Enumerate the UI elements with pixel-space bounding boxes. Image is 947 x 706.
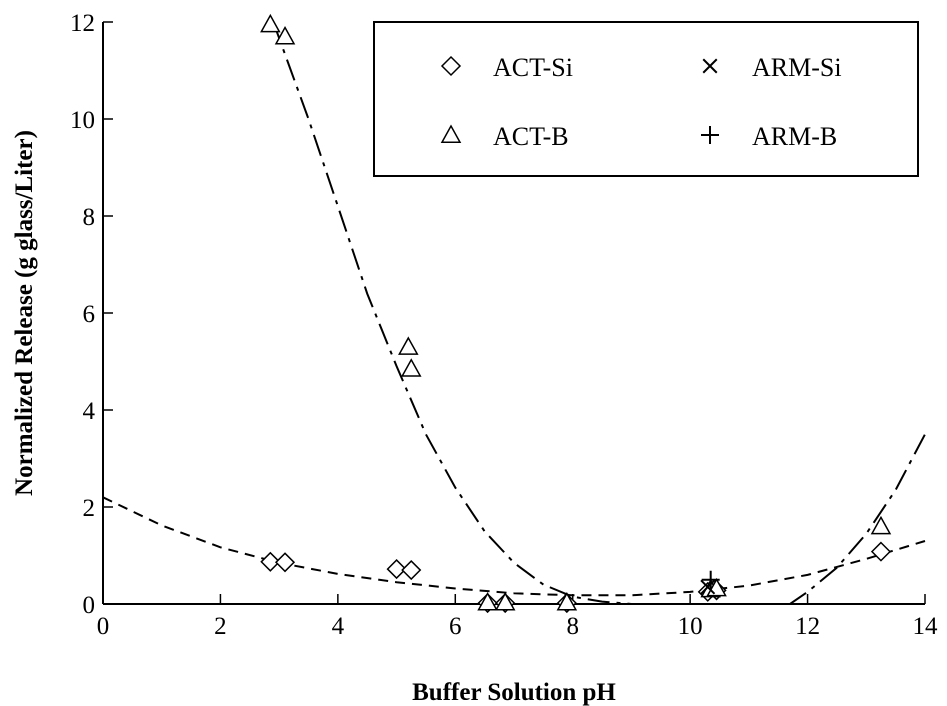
- y-tick-label: 12: [70, 10, 95, 37]
- legend-box: [373, 21, 919, 177]
- legend: ACT-Si ACT-B ARM-Si ARM-B: [373, 21, 919, 177]
- legend-item-act-si: ACT-Si: [440, 53, 573, 82]
- series-arm-si: [700, 579, 716, 595]
- x-axis-label: Buffer Solution pH: [412, 679, 616, 706]
- legend-item-arm-b: ARM-B: [701, 122, 837, 151]
- legend-label-arm-si: ARM-Si: [752, 53, 842, 82]
- fit-curve-dash-dot: [272, 21, 926, 605]
- point-act-si: [401, 559, 422, 581]
- legend-item-arm-si: ARM-Si: [702, 53, 842, 82]
- x-axis-ticks: 0 2 4 6 8 10 12 14: [97, 594, 938, 640]
- x-tick-label: 4: [332, 613, 345, 640]
- point-act-b: [477, 592, 498, 611]
- point-arm-si: [700, 579, 716, 595]
- legend-label-act-si: ACT-Si: [493, 53, 573, 82]
- legend-label-arm-b: ARM-B: [752, 122, 837, 151]
- y-tick-label: 4: [83, 398, 96, 425]
- legend-marker-arm-si: [702, 58, 718, 74]
- series-act-si: [260, 541, 892, 614]
- point-act-si: [260, 551, 281, 572]
- x-tick-label: 10: [678, 613, 703, 640]
- fit-curves: [102, 21, 926, 605]
- series-act-b: [260, 13, 892, 611]
- point-act-b: [274, 26, 296, 45]
- point-act-b: [494, 592, 516, 611]
- y-axis-label: Normalized Release (g glass/Liter): [11, 130, 38, 496]
- fit-curve-dashed: [102, 496, 926, 597]
- legend-marker-act-si: [440, 55, 462, 77]
- y-tick-label: 6: [83, 301, 96, 328]
- data-points: [260, 13, 892, 614]
- series-arm-b: [701, 570, 720, 589]
- x-tick-label: 14: [913, 613, 939, 640]
- x-tick-label: 0: [97, 613, 110, 640]
- point-arm-b: [701, 570, 720, 589]
- legend-label-act-b: ACT-B: [493, 122, 569, 151]
- point-act-b: [556, 592, 578, 611]
- point-act-b: [398, 336, 419, 355]
- y-tick-label: 0: [83, 592, 96, 619]
- point-act-si: [386, 559, 407, 580]
- point-act-b: [400, 358, 422, 377]
- point-act-b: [260, 13, 281, 33]
- legend-item-act-b: ACT-B: [440, 122, 569, 151]
- point-act-si: [274, 552, 296, 573]
- point-act-b: [870, 515, 892, 535]
- x-tick-label: 2: [214, 613, 227, 640]
- legend-marker-arm-b: [701, 126, 719, 144]
- x-tick-label: 12: [795, 613, 820, 640]
- legend-marker-act-b: [440, 124, 462, 143]
- y-tick-label: 8: [83, 204, 96, 231]
- x-tick-label: 6: [449, 613, 462, 640]
- y-tick-label: 2: [83, 495, 96, 522]
- x-tick-label: 8: [566, 613, 579, 640]
- y-tick-label: 10: [70, 107, 95, 134]
- y-axis-ticks: 0 2 4 6 8 10 12: [70, 10, 113, 619]
- point-act-si: [870, 541, 892, 562]
